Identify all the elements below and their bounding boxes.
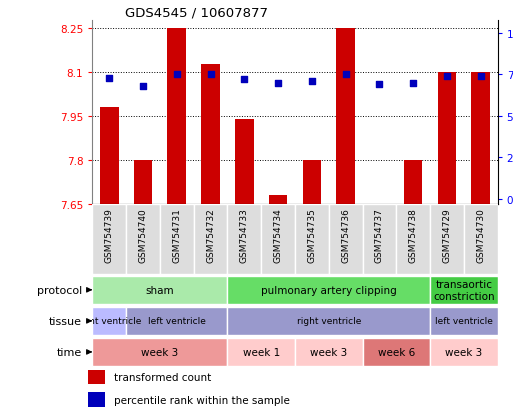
- Point: [240, 77, 248, 83]
- Text: week 3: week 3: [445, 347, 482, 357]
- Point: [443, 74, 451, 80]
- Bar: [227, 338, 295, 366]
- Bar: [126, 307, 227, 335]
- Bar: [88, 370, 106, 384]
- Point: [477, 74, 485, 80]
- Bar: [167, 29, 186, 204]
- Point: [308, 78, 316, 85]
- Bar: [438, 73, 456, 204]
- Text: GSM754730: GSM754730: [476, 208, 485, 263]
- Point: [139, 83, 147, 90]
- Text: week 6: week 6: [378, 347, 415, 357]
- Bar: [295, 338, 363, 366]
- Text: sham: sham: [146, 285, 174, 295]
- Bar: [235, 120, 253, 204]
- Bar: [303, 161, 321, 204]
- Bar: [396, 204, 430, 275]
- Text: GSM754731: GSM754731: [172, 208, 181, 263]
- Text: percentile rank within the sample: percentile rank within the sample: [114, 395, 290, 405]
- Bar: [430, 307, 498, 335]
- Text: transformed count: transformed count: [114, 372, 211, 382]
- Bar: [227, 276, 430, 304]
- Bar: [430, 204, 464, 275]
- Text: GSM754737: GSM754737: [375, 208, 384, 263]
- Bar: [134, 161, 152, 204]
- Bar: [92, 307, 126, 335]
- Bar: [430, 338, 498, 366]
- Point: [376, 82, 384, 88]
- Text: right ventricle: right ventricle: [77, 317, 142, 325]
- Text: GSM754733: GSM754733: [240, 208, 249, 263]
- Text: GDS4545 / 10607877: GDS4545 / 10607877: [125, 7, 268, 19]
- Point: [274, 80, 282, 87]
- Bar: [430, 276, 498, 304]
- Bar: [160, 204, 193, 275]
- Text: week 1: week 1: [243, 347, 280, 357]
- Bar: [269, 196, 287, 204]
- Bar: [464, 204, 498, 275]
- Bar: [92, 204, 126, 275]
- Bar: [329, 204, 363, 275]
- Point: [105, 75, 113, 82]
- Bar: [88, 392, 106, 407]
- Bar: [363, 204, 396, 275]
- Text: time: time: [57, 347, 82, 357]
- Text: GSM754729: GSM754729: [442, 208, 451, 263]
- Text: protocol: protocol: [37, 285, 82, 295]
- Bar: [227, 307, 430, 335]
- Bar: [100, 108, 119, 204]
- Text: GSM754736: GSM754736: [341, 208, 350, 263]
- Bar: [404, 161, 423, 204]
- Text: GSM754739: GSM754739: [105, 208, 114, 263]
- Point: [206, 72, 214, 78]
- Text: tissue: tissue: [49, 316, 82, 326]
- Bar: [337, 29, 355, 204]
- Text: GSM754734: GSM754734: [273, 208, 283, 263]
- Text: week 3: week 3: [141, 347, 179, 357]
- Bar: [471, 73, 490, 204]
- Text: left ventricle: left ventricle: [148, 317, 206, 325]
- Bar: [92, 338, 227, 366]
- Text: left ventricle: left ventricle: [435, 317, 493, 325]
- Text: GSM754735: GSM754735: [307, 208, 317, 263]
- Bar: [261, 204, 295, 275]
- Bar: [295, 204, 329, 275]
- Bar: [363, 338, 430, 366]
- Text: pulmonary artery clipping: pulmonary artery clipping: [261, 285, 397, 295]
- Point: [173, 72, 181, 78]
- Bar: [201, 64, 220, 204]
- Text: week 3: week 3: [310, 347, 347, 357]
- Bar: [193, 204, 227, 275]
- Text: right ventricle: right ventricle: [297, 317, 361, 325]
- Text: GSM754738: GSM754738: [409, 208, 418, 263]
- Bar: [126, 204, 160, 275]
- Bar: [227, 204, 261, 275]
- Text: GSM754732: GSM754732: [206, 208, 215, 263]
- Text: GSM754740: GSM754740: [139, 208, 148, 263]
- Point: [409, 80, 417, 87]
- Bar: [92, 276, 227, 304]
- Point: [342, 72, 350, 78]
- Text: transaortic
constriction: transaortic constriction: [433, 279, 495, 301]
